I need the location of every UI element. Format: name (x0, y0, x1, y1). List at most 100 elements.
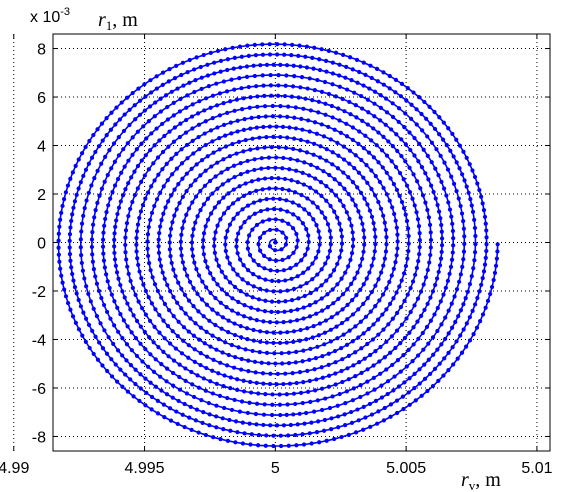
spiral-point (484, 235, 489, 240)
spiral-point (192, 347, 197, 352)
spiral-point (152, 324, 157, 329)
spiral-point (273, 240, 278, 245)
spiral-point (300, 127, 305, 132)
spiral-point (244, 292, 249, 297)
spiral-point (222, 373, 227, 378)
spiral-point (337, 198, 343, 203)
spiral-point (303, 54, 308, 59)
spiral-point (340, 52, 346, 58)
spiral-point (286, 350, 291, 355)
spiral-point (360, 221, 365, 226)
spiral-point (82, 206, 87, 211)
spiral-point (256, 391, 261, 396)
spiral-point (341, 144, 346, 149)
spiral-point (206, 84, 211, 89)
spiral-point (87, 345, 92, 351)
spiral-point (190, 102, 195, 107)
spiral-point (236, 197, 241, 202)
spiral-point (333, 360, 338, 365)
spiral-point (81, 213, 86, 218)
spiral-point (113, 263, 118, 269)
spiral-point (56, 231, 61, 236)
spiral-point (179, 253, 184, 258)
x-tick-label: 4.995 (125, 460, 165, 477)
spiral-point (91, 306, 96, 311)
spiral-point (393, 218, 398, 223)
spiral-point (213, 295, 218, 301)
spiral-point (93, 208, 98, 213)
spiral-point (376, 160, 381, 165)
spiral-point (221, 101, 226, 106)
spiral-point (344, 121, 349, 126)
spiral-point (121, 128, 127, 134)
spiral-point (294, 244, 299, 250)
spiral-point (201, 409, 206, 415)
spiral-point (312, 141, 317, 146)
spiral-point (179, 161, 185, 166)
spiral-point (456, 314, 461, 319)
spiral-point (92, 215, 97, 220)
spiral-point (107, 147, 112, 153)
spiral-point (196, 273, 202, 278)
spiral-point (340, 292, 346, 297)
spiral-point (388, 414, 393, 419)
spiral-point (428, 318, 433, 323)
spiral-point (342, 109, 347, 114)
spiral-point (322, 330, 328, 335)
spiral-point (451, 154, 456, 159)
spiral-point (428, 371, 433, 377)
spiral-point (443, 285, 448, 290)
spiral-point (242, 303, 247, 308)
spiral-point (236, 231, 241, 236)
spiral-point (261, 422, 266, 428)
spiral-point (167, 67, 172, 72)
spiral-point (232, 174, 237, 180)
spiral-point (274, 382, 279, 387)
spiral-point (273, 165, 278, 170)
spiral-point (461, 257, 466, 262)
spiral-point (420, 128, 425, 133)
spiral-point (373, 242, 378, 247)
spiral-point (398, 369, 403, 374)
spiral-point (380, 312, 385, 317)
spiral-point (183, 366, 188, 371)
spiral-point (289, 53, 294, 58)
spiral-point (361, 60, 366, 65)
spiral-point (208, 379, 213, 384)
spiral-point (216, 200, 222, 205)
spiral-point (394, 187, 400, 193)
spiral-point (335, 140, 340, 145)
spiral-point (335, 282, 340, 287)
spiral-point (138, 386, 143, 391)
spiral-point (169, 89, 174, 94)
spiral-point (155, 288, 160, 294)
spiral-point (407, 330, 412, 335)
spiral-point (425, 388, 430, 394)
spiral-point (241, 193, 246, 198)
spiral-point (361, 331, 366, 336)
spiral-point (258, 198, 263, 203)
spiral-point (108, 316, 113, 321)
spiral-point (395, 148, 400, 154)
spiral-point (256, 262, 261, 268)
spiral-point (189, 114, 195, 119)
spiral-point (436, 269, 441, 275)
spiral-point (158, 263, 164, 269)
spiral-point (63, 294, 69, 299)
spiral-point (175, 300, 180, 305)
spiral-point (158, 374, 163, 379)
spiral-point (250, 348, 255, 354)
spiral-point (190, 200, 195, 205)
spiral-point (350, 298, 355, 303)
spiral-point (296, 203, 301, 208)
spiral-point (399, 153, 404, 159)
spiral-point (269, 93, 274, 98)
spiral-point (72, 284, 78, 290)
spiral-point (135, 186, 140, 191)
spiral-point (374, 143, 379, 148)
spiral-point (184, 212, 189, 217)
x-axis-label: rv, m (461, 469, 501, 492)
spiral-point (181, 338, 186, 343)
spiral-point (450, 131, 455, 137)
spiral-point (261, 83, 266, 88)
